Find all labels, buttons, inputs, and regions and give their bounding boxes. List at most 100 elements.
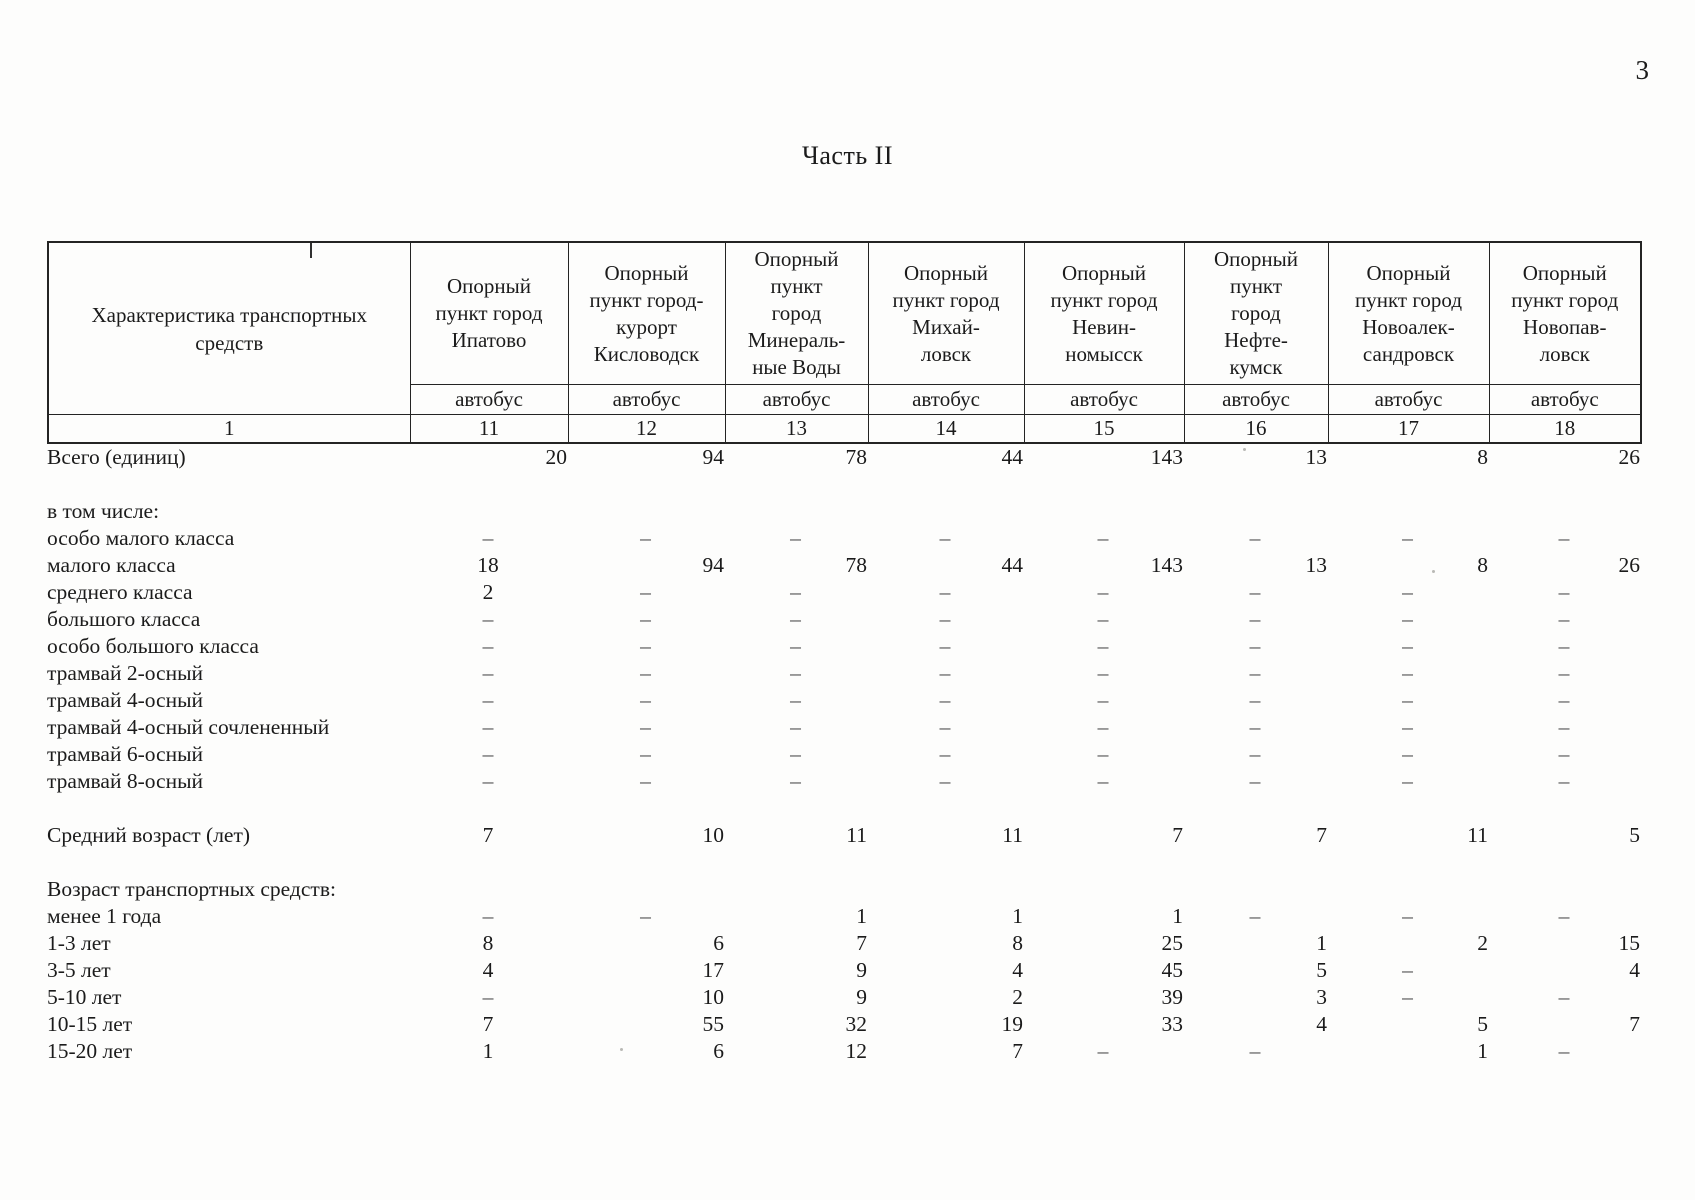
header-cell-characteristic: Характеристика транспортных средств (47, 241, 411, 415)
value-cell: 94 (702, 445, 725, 469)
value-cell: – (482, 526, 494, 550)
value-cell: – (1249, 607, 1261, 631)
value-cell: 17 (702, 958, 725, 982)
table-row: Возраст транспортных средств: (47, 876, 1640, 903)
value-cell: – (640, 526, 651, 550)
value-cell: – (640, 688, 651, 712)
value-cell: – (790, 715, 801, 739)
header-cell-bus: автобус (1183, 384, 1329, 415)
table-row: трамвай 6-осный – – – – – – – – (47, 741, 1640, 768)
row-label: менее 1 года (47, 904, 162, 928)
value-cell: 15 (1618, 931, 1641, 955)
value-cell: – (1097, 661, 1109, 685)
row-label: Всего (единиц) (47, 445, 186, 469)
value-cell: – (1249, 904, 1261, 928)
table-row: 10-15 лет 7 55 32 19 33 4 5 7 (47, 1011, 1640, 1038)
value-cell: – (939, 715, 951, 739)
value-cell: 10 (702, 823, 725, 847)
value-cell (1488, 876, 1640, 903)
value-cell (724, 498, 867, 525)
value-cell: 5 (1629, 823, 1640, 847)
value-cell: – (790, 607, 801, 631)
value-cell: – (1249, 688, 1261, 712)
table-row: среднего класса 2 – – – – – – – (47, 579, 1640, 606)
value-cell: 3 (1316, 985, 1327, 1009)
value-cell: – (482, 742, 494, 766)
value-cell: 5 (1477, 1012, 1488, 1036)
value-cell: – (640, 634, 651, 658)
row-label: 15-20 лет (47, 1039, 133, 1063)
table-header: Характеристика транспортных средств Опор… (47, 241, 1642, 444)
header-cell-bus: автобус (409, 384, 569, 415)
header-cell-city: Опорный пункт город Новопав- ловск (1488, 241, 1642, 385)
value-cell: – (640, 742, 651, 766)
value-cell: – (1558, 1039, 1570, 1063)
table-row: особо большого класса – – – – – – – – (47, 633, 1640, 660)
value-cell: 94 (702, 553, 725, 577)
value-cell: – (1402, 634, 1413, 658)
table-row: трамвай 2-осный – – – – – – – – (47, 660, 1640, 687)
value-cell: 12 (845, 1039, 868, 1063)
header-cell-bus: автобус (1488, 384, 1642, 415)
header-cell-colnum: 15 (1023, 414, 1185, 444)
value-cell: 18 (477, 553, 499, 577)
value-cell: – (640, 904, 651, 928)
value-cell: 143 (1150, 553, 1183, 577)
value-cell: 11 (846, 823, 867, 847)
value-cell: – (1558, 526, 1570, 550)
value-cell: – (1402, 580, 1413, 604)
value-cell: – (939, 742, 951, 766)
table-row: трамвай 4-осный сочлененный – – – – – – – – (47, 714, 1640, 741)
value-cell: – (1249, 742, 1261, 766)
header-cell-city: Опорный пункт город Ипатово (409, 241, 569, 385)
value-cell: – (1402, 661, 1413, 685)
value-cell: 8 (482, 931, 494, 955)
row-label: трамвай 6-осный (47, 742, 204, 766)
header-cell-city: Опорный пункт город Новоалек- сандровск (1327, 241, 1490, 385)
spacer-row (47, 471, 1640, 498)
value-cell: 45 (1161, 958, 1184, 982)
value-cell (409, 876, 567, 903)
header-cell-city: Опорный пункт город Михай- ловск (867, 241, 1025, 385)
value-cell (724, 876, 867, 903)
header-cell-colnum: 16 (1183, 414, 1329, 444)
header-cell-colnum: 13 (724, 414, 869, 444)
value-cell: – (1558, 769, 1570, 793)
value-cell: 7 (482, 823, 494, 847)
header-cell-colnum: 14 (867, 414, 1025, 444)
value-cell: 55 (702, 1012, 725, 1036)
scan-speck (620, 1048, 623, 1051)
value-cell (1488, 498, 1640, 525)
value-cell: – (482, 661, 494, 685)
value-cell: 78 (845, 445, 868, 469)
table-row: 1-3 лет 8 6 7 8 25 1 2 15 (47, 930, 1640, 957)
spacer-cell (47, 795, 1640, 822)
value-cell: – (640, 769, 651, 793)
scan-speck (1243, 448, 1246, 451)
row-label: особо большого класса (47, 634, 259, 658)
spacer-cell (47, 471, 1640, 498)
row-label: в том числе: (47, 499, 160, 523)
value-cell: 78 (845, 553, 868, 577)
value-cell (567, 498, 724, 525)
value-cell: – (482, 985, 494, 1009)
value-cell: 7 (1316, 823, 1327, 847)
value-cell: 20 (545, 445, 568, 469)
value-cell: 26 (1618, 445, 1641, 469)
spacer-row (47, 795, 1640, 822)
page-title: Часть II (801, 141, 893, 170)
header-cell-bus: автобус (1023, 384, 1185, 415)
value-cell: – (640, 580, 651, 604)
value-cell: 4 (482, 958, 494, 982)
value-cell: – (1402, 958, 1413, 982)
value-cell: – (1249, 526, 1261, 550)
value-cell: 6 (713, 1039, 724, 1063)
header-cell-colnum: 17 (1327, 414, 1490, 444)
value-cell: – (640, 607, 651, 631)
value-cell: – (1097, 526, 1109, 550)
value-cell: – (482, 634, 494, 658)
row-label: среднего класса (47, 580, 193, 604)
value-cell: – (482, 607, 494, 631)
value-cell: 26 (1618, 553, 1641, 577)
spacer-row (47, 849, 1640, 876)
